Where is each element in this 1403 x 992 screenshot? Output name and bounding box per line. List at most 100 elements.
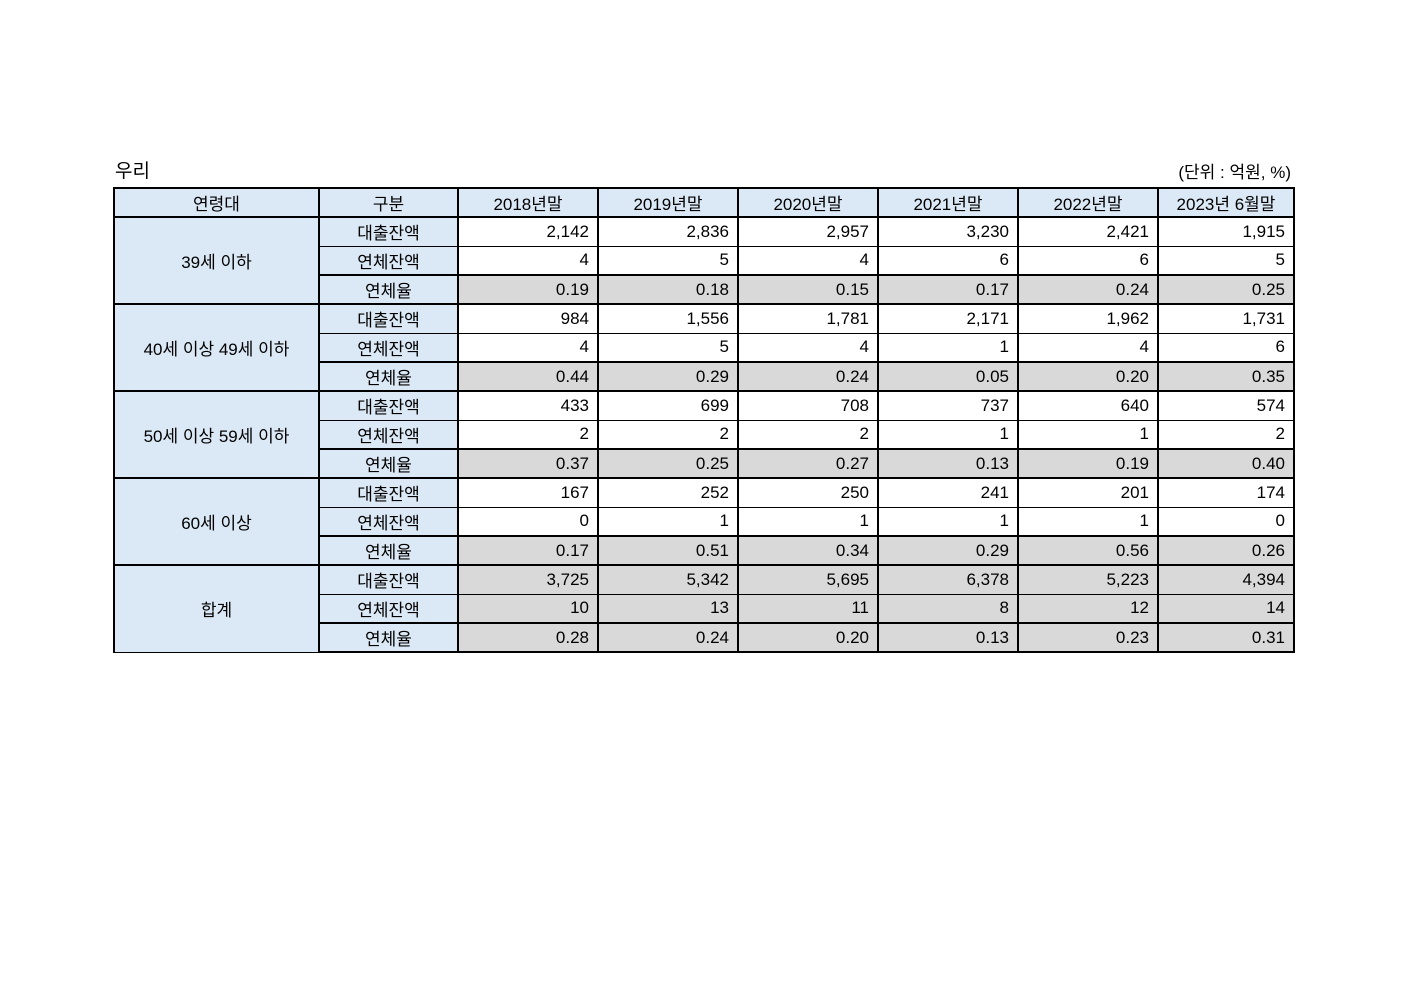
- value-cell: 2,957: [737, 216, 879, 247]
- table-row: 40세 이상 49세 이하 대출잔액 984 1,556 1,781 2,171 1,962…: [113, 303, 1295, 392]
- value-cell: 0: [1157, 506, 1295, 537]
- document-sheet: 우리 (단위 : 억원, %) 연령대 구분 2018년말 2019년말 202…: [113, 160, 1295, 653]
- metric-label-cell: 대출잔액: [318, 303, 459, 334]
- value-cell: 0.29: [597, 361, 739, 392]
- age-group-cell: 50세 이상 59세 이하: [113, 390, 320, 479]
- value-cell: 4: [457, 245, 599, 276]
- header-2020: 2020년말: [737, 187, 879, 218]
- header-category: 구분: [318, 187, 459, 218]
- value-cell: 0.40: [1157, 448, 1295, 479]
- table-row: 연체율 0.19 0.18 0.15 0.17 0.24 0.25: [114, 274, 1295, 305]
- value-cell: 0.27: [737, 448, 879, 479]
- value-cell: 737: [877, 390, 1019, 421]
- metric-label-cell: 연체잔액: [318, 593, 459, 624]
- value-cell: 5: [597, 332, 739, 363]
- value-cell: 0.17: [457, 535, 599, 566]
- table-row: 연체율 0.37 0.25 0.27 0.13 0.19 0.40: [114, 448, 1295, 479]
- header-2021: 2021년말: [877, 187, 1019, 218]
- value-cell: 4: [737, 332, 879, 363]
- age-group-cell: 39세 이하: [113, 216, 320, 305]
- value-cell: 0.25: [597, 448, 739, 479]
- metric-label-cell: 연체잔액: [318, 245, 459, 276]
- header-age-group: 연령대: [113, 187, 320, 218]
- value-cell: 1,915: [1157, 216, 1295, 247]
- value-cell: 2,171: [877, 303, 1019, 334]
- value-cell: 0.20: [1017, 361, 1159, 392]
- value-cell: 201: [1017, 477, 1159, 508]
- table-caption-row: 우리 (단위 : 억원, %): [113, 160, 1293, 184]
- value-cell: 0.15: [737, 274, 879, 305]
- value-cell: 252: [597, 477, 739, 508]
- value-cell: 574: [1157, 390, 1295, 421]
- table-row: 연체율 0.17 0.51 0.34 0.29 0.56 0.26: [114, 535, 1295, 566]
- value-cell: 0.35: [1157, 361, 1295, 392]
- table-header-row: 연령대 구분 2018년말 2019년말 2020년말 2021년말 2022년…: [113, 187, 1295, 218]
- value-cell: 640: [1017, 390, 1159, 421]
- header-2019: 2019년말: [597, 187, 739, 218]
- value-cell: 0.37: [457, 448, 599, 479]
- metric-label-cell: 연체율: [318, 274, 459, 305]
- value-cell: 1,962: [1017, 303, 1159, 334]
- header-2023-jun: 2023년 6월말: [1157, 187, 1295, 218]
- value-cell: 0.25: [1157, 274, 1295, 305]
- value-cell: 4: [457, 332, 599, 363]
- value-cell: 3,725: [457, 564, 599, 595]
- value-cell: 2: [737, 419, 879, 450]
- value-cell: 3,230: [877, 216, 1019, 247]
- table-row: 60세 이상 대출잔액 167 252 250 241 201 174: [113, 477, 1295, 566]
- value-cell: 984: [457, 303, 599, 334]
- value-cell: 0.26: [1157, 535, 1295, 566]
- value-cell: 2: [457, 419, 599, 450]
- table-row: 연체잔액 2 2 2 1 1 2: [114, 419, 1295, 450]
- delinquency-by-age-table: 연령대 구분 2018년말 2019년말 2020년말 2021년말 2022년…: [113, 187, 1295, 653]
- value-cell: 8: [877, 593, 1019, 624]
- value-cell: 1,556: [597, 303, 739, 334]
- metric-label-cell: 연체율: [318, 535, 459, 566]
- value-cell: 5,223: [1017, 564, 1159, 595]
- age-group-cell: 합계: [113, 564, 320, 653]
- value-cell: 1: [597, 506, 739, 537]
- value-cell: 0.19: [1017, 448, 1159, 479]
- value-cell: 1,731: [1157, 303, 1295, 334]
- value-cell: 6: [1017, 245, 1159, 276]
- value-cell: 167: [457, 477, 599, 508]
- metric-label-cell: 대출잔액: [318, 477, 459, 508]
- value-cell: 0.05: [877, 361, 1019, 392]
- table-row: 39세 이하 대출잔액 2,142 2,836 2,957 3,230 2,421 1,915: [113, 216, 1295, 305]
- table-row: 50세 이상 59세 이하 대출잔액 433 699 708 737 640 574: [113, 390, 1295, 479]
- value-cell: 241: [877, 477, 1019, 508]
- age-group-cell: 60세 이상: [113, 477, 320, 566]
- table-row: 연체잔액 10 13 11 8 12 14: [114, 593, 1295, 624]
- value-cell: 1: [877, 506, 1019, 537]
- value-cell: 12: [1017, 593, 1159, 624]
- metric-label-cell: 연체율: [318, 361, 459, 392]
- value-cell: 6,378: [877, 564, 1019, 595]
- value-cell: 0.24: [737, 361, 879, 392]
- value-cell: 5,695: [737, 564, 879, 595]
- value-cell: 0.13: [877, 622, 1019, 653]
- unit-note: (단위 : 억원, %): [1178, 163, 1291, 182]
- value-cell: 4: [737, 245, 879, 276]
- table-row: 합계 대출잔액 3,725 5,342 5,695 6,378 5,223 4,394: [113, 564, 1295, 653]
- value-cell: 4,394: [1157, 564, 1295, 595]
- value-cell: 0.34: [737, 535, 879, 566]
- value-cell: 1: [1017, 419, 1159, 450]
- age-group-cell: 40세 이상 49세 이하: [113, 303, 320, 392]
- value-cell: 0.19: [457, 274, 599, 305]
- value-cell: 0.24: [1017, 274, 1159, 305]
- value-cell: 0.28: [457, 622, 599, 653]
- metric-label-cell: 연체율: [318, 622, 459, 653]
- value-cell: 2: [1157, 419, 1295, 450]
- value-cell: 6: [1157, 332, 1295, 363]
- value-cell: 0.23: [1017, 622, 1159, 653]
- value-cell: 13: [597, 593, 739, 624]
- value-cell: 10: [457, 593, 599, 624]
- metric-label-cell: 연체잔액: [318, 332, 459, 363]
- table-row: 연체잔액 0 1 1 1 1 0: [114, 506, 1295, 537]
- header-2018: 2018년말: [457, 187, 599, 218]
- value-cell: 0: [457, 506, 599, 537]
- value-cell: 0.24: [597, 622, 739, 653]
- metric-label-cell: 연체잔액: [318, 506, 459, 537]
- value-cell: 1,781: [737, 303, 879, 334]
- value-cell: 0.44: [457, 361, 599, 392]
